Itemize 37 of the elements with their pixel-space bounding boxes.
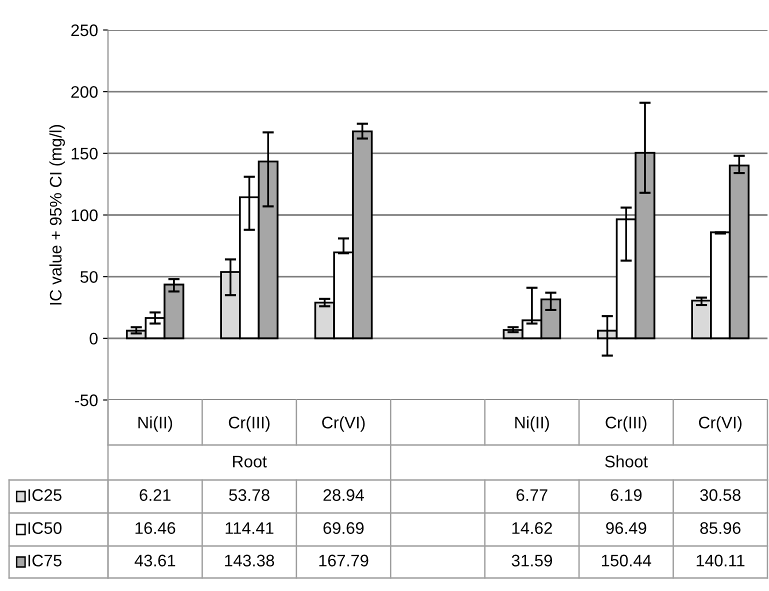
x-tick-label: Ni(II) xyxy=(138,416,172,432)
data-label: 114.41 xyxy=(226,522,274,534)
data-label: 43.61 xyxy=(134,554,176,566)
data-label: 30.58 xyxy=(700,489,740,501)
x-tick-label: Cr(VI) xyxy=(698,416,742,432)
data-label: 31.59 xyxy=(512,554,552,566)
data-label: 53.78 xyxy=(229,489,270,501)
data-label: 150.44 xyxy=(602,554,652,566)
text: Shoot xyxy=(605,455,648,468)
x-tick-label: Ni(II) xyxy=(515,416,549,432)
y-tick-label: 100 xyxy=(72,209,98,222)
data-label: 96.49 xyxy=(606,522,646,534)
data-label: 85.96 xyxy=(700,522,740,534)
y-tick-label: -50 xyxy=(74,394,98,406)
x-tick-label: Cr(III) xyxy=(228,416,270,432)
data-label: 14.62 xyxy=(512,522,552,534)
legend-label: IC25 xyxy=(28,489,62,501)
data-label: 140.11 xyxy=(696,554,744,566)
legend-label: IC75 xyxy=(28,554,62,566)
y-tick-label: 250 xyxy=(71,24,98,36)
y-tick-label: 50 xyxy=(80,271,98,283)
y-tick-label: 0 xyxy=(90,332,98,345)
data-label: 69.69 xyxy=(324,522,364,534)
data-label: 143.38 xyxy=(225,554,274,566)
data-label: 6.77 xyxy=(516,489,548,501)
x-tick-label: Cr(VI) xyxy=(322,416,365,432)
x-tick-label: Cr(III) xyxy=(606,416,646,432)
data-label: 28.94 xyxy=(324,489,364,501)
data-label: 6.21 xyxy=(140,489,171,501)
y-tick-label: 150 xyxy=(72,148,98,160)
text: Root xyxy=(233,456,267,468)
y-axis-title: IC value + 95% CI (mg/l) xyxy=(49,125,65,304)
data-label: 16.46 xyxy=(136,522,176,534)
data-label: 167.79 xyxy=(319,554,368,566)
data-label: 6.19 xyxy=(610,489,642,501)
y-tick-label: 200 xyxy=(71,86,98,98)
legend-label: IC50 xyxy=(28,522,62,534)
